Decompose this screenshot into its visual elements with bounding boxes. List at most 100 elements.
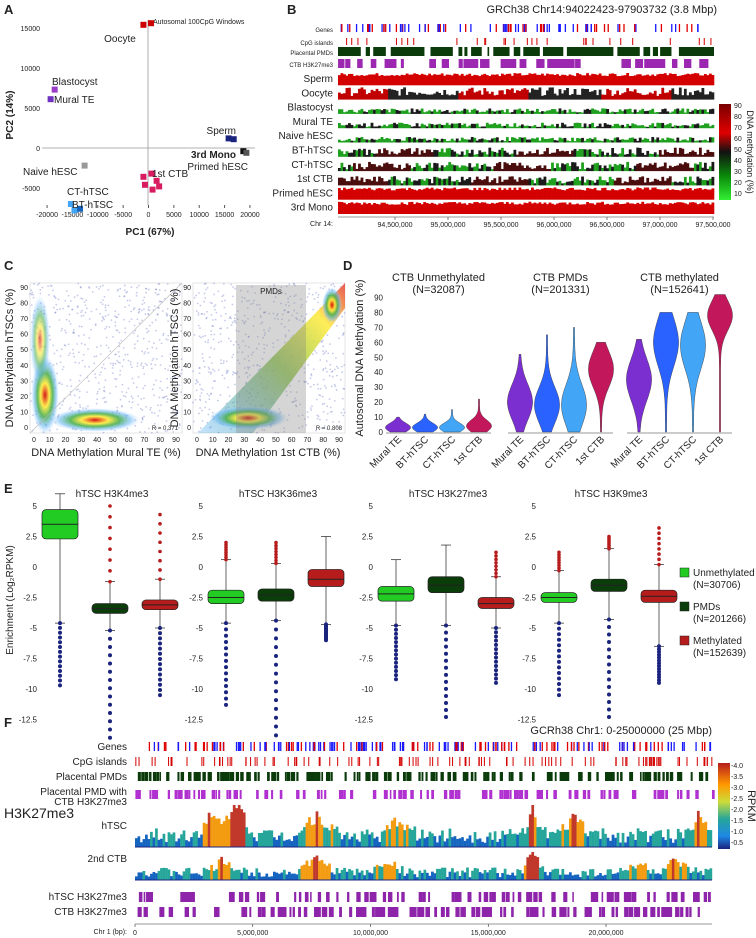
rpkm-bar: [373, 838, 377, 847]
h3k27me3-region: [405, 790, 407, 799]
rpkm-bar: [378, 866, 382, 880]
box-outlier: [274, 558, 278, 563]
gene-feature: [242, 742, 244, 751]
pmd-feature: [550, 772, 553, 781]
pmd-feature: [202, 772, 205, 781]
box-outlier: [557, 621, 561, 626]
pmd-feature: [293, 772, 296, 781]
pca-group-label: Sperm: [207, 126, 236, 137]
box-ylabel: Enrichment (Log₂RPKM): [5, 545, 16, 654]
scatter-ytick: 50: [183, 347, 191, 354]
ctb-h3k27me3-region: [486, 907, 491, 917]
rpkm-bar: [247, 875, 251, 880]
rpkm-bar: [255, 868, 259, 880]
h3k27me3-region: [387, 59, 396, 68]
pmd-feature: [240, 772, 242, 781]
cpg-island: [646, 757, 648, 766]
panel-d-violins: Autosomal DNA Methylation (%) 0102030405…: [354, 272, 733, 472]
gene-feature: [371, 24, 373, 32]
rpkm-bar: [538, 867, 542, 880]
cpg-island: [357, 757, 359, 766]
rpkm-bar: [355, 839, 359, 847]
box-outlier: [657, 661, 661, 666]
rpkm-bar: [290, 841, 294, 847]
violin-shape: [439, 409, 465, 433]
gene-feature: [505, 24, 507, 32]
box-outlier: [557, 555, 561, 560]
scatter-xtick: 0: [32, 437, 36, 444]
pmd-feature: [267, 772, 270, 781]
htsc-h3k27me3-region: [693, 892, 698, 902]
ctb-h3k27me3-region: [242, 907, 246, 917]
box-outlier: [557, 648, 561, 653]
gene-feature: [594, 24, 596, 32]
h3k27me3-region: [569, 59, 573, 68]
rpkm-bar: [553, 832, 557, 847]
rpkm-bar: [320, 824, 324, 847]
rpkm-bar: [506, 834, 509, 847]
pmd-feature: [310, 772, 313, 781]
pmd-feature: [453, 772, 457, 781]
rpkm-bar: [433, 836, 437, 847]
pmd-feature: [330, 772, 333, 781]
htsc-h3k27me3-region: [317, 892, 322, 902]
rpkm-bar: [431, 871, 434, 880]
cpg-island: [593, 757, 595, 766]
methylation-track-label: Blastocyst: [287, 103, 333, 114]
rpkm-colorbar-tick: -1.0: [731, 829, 743, 836]
rpkm-bar: [493, 867, 497, 880]
box-outlier: [494, 554, 498, 558]
colorbar-tick: 30: [734, 169, 742, 176]
box-outlier: [274, 733, 278, 738]
ctb-h3k27me3-region: [362, 907, 367, 917]
cpg-island: [432, 757, 434, 766]
rpkm-bar: [290, 873, 294, 880]
pca-ytick-label: 5000: [24, 106, 40, 113]
h3k27me3-region: [410, 790, 414, 799]
gene-feature: [623, 742, 625, 751]
htsc-h3k27me3-region: [365, 892, 369, 902]
cpg-island: [555, 757, 557, 766]
rpkm-bar: [561, 869, 565, 880]
rpkm-bar: [423, 838, 427, 847]
box-ytick: -2.5: [522, 594, 536, 603]
rpkm-bar: [508, 875, 512, 880]
pmd-feature: [561, 772, 564, 781]
rpkm-bar: [390, 820, 394, 847]
cpg-island: [245, 757, 247, 766]
cpg-island: [703, 38, 705, 45]
gene-feature: [503, 24, 505, 32]
f-track-label: CTB H3K27me3: [54, 907, 127, 918]
ctb-h3k27me3-region: [559, 907, 562, 917]
h3k27me3-region: [179, 790, 183, 799]
rpkm-bar: [230, 868, 234, 880]
violin-shape: [680, 312, 706, 433]
box-outlier: [494, 634, 498, 639]
rpkm-bar: [501, 830, 504, 847]
cpg-island: [659, 757, 661, 766]
ctb-h3k27me3-region: [394, 907, 397, 917]
cpg-island: [620, 38, 622, 45]
rpkm-bar: [604, 833, 607, 847]
pmd-feature: [629, 772, 632, 781]
h3k27me3-region: [239, 790, 242, 799]
ctb-h3k27me3-region: [567, 907, 570, 917]
rpkm-bar: [393, 861, 397, 880]
pca-xtick-label: -20000: [36, 212, 58, 219]
box-outlier: [394, 631, 398, 636]
htsc-h3k27me3-region: [418, 892, 423, 902]
scatter-xtick: 90: [172, 437, 180, 444]
rpkm-bar: [541, 866, 545, 880]
box-outlier: [108, 653, 112, 658]
gene-feature: [355, 24, 358, 32]
f-axis-tick: 20,000,000: [588, 930, 623, 937]
pca-group-label: Mural TE: [54, 95, 95, 106]
rpkm-bar: [152, 871, 156, 880]
box-outlier: [274, 543, 278, 548]
pmd-feature: [353, 772, 356, 781]
rpkm-bar: [310, 825, 314, 847]
rpkm-bar: [303, 827, 306, 847]
rpkm-bar: [272, 837, 276, 847]
htsc-h3k27me3-region: [231, 892, 235, 902]
